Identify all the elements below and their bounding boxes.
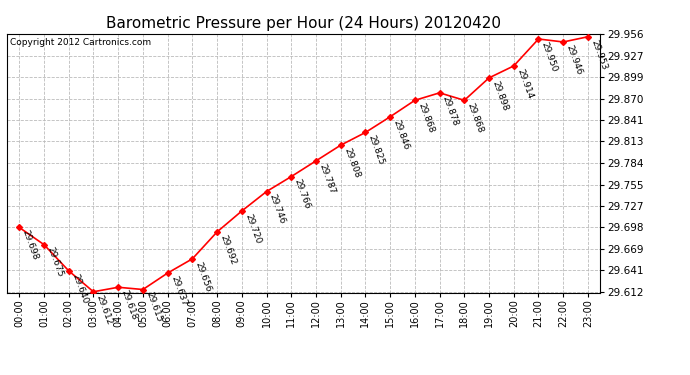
- Text: 29.846: 29.846: [391, 118, 411, 151]
- Text: 29.612: 29.612: [95, 293, 114, 326]
- Text: 29.914: 29.914: [515, 67, 534, 100]
- Text: 29.692: 29.692: [219, 233, 237, 266]
- Text: 29.618: 29.618: [119, 289, 139, 321]
- Text: 29.698: 29.698: [21, 229, 40, 261]
- Text: 29.946: 29.946: [564, 44, 584, 76]
- Text: 29.615: 29.615: [144, 291, 164, 324]
- Text: 29.766: 29.766: [293, 178, 312, 211]
- Text: 29.950: 29.950: [540, 40, 559, 73]
- Text: 29.675: 29.675: [46, 246, 65, 279]
- Text: 29.825: 29.825: [367, 134, 386, 166]
- Text: 29.878: 29.878: [441, 94, 460, 127]
- Text: 29.637: 29.637: [169, 274, 188, 307]
- Text: 29.640: 29.640: [70, 272, 89, 305]
- Text: 29.868: 29.868: [466, 102, 485, 134]
- Title: Barometric Pressure per Hour (24 Hours) 20120420: Barometric Pressure per Hour (24 Hours) …: [106, 16, 501, 31]
- Text: 29.787: 29.787: [317, 162, 337, 195]
- Text: 29.953: 29.953: [589, 38, 609, 71]
- Text: 29.656: 29.656: [194, 260, 213, 293]
- Text: 29.898: 29.898: [491, 79, 510, 112]
- Text: 29.808: 29.808: [342, 147, 362, 179]
- Text: 29.746: 29.746: [268, 193, 287, 225]
- Text: 29.868: 29.868: [416, 102, 435, 134]
- Text: Copyright 2012 Cartronics.com: Copyright 2012 Cartronics.com: [10, 38, 151, 46]
- Text: 29.720: 29.720: [243, 212, 262, 245]
